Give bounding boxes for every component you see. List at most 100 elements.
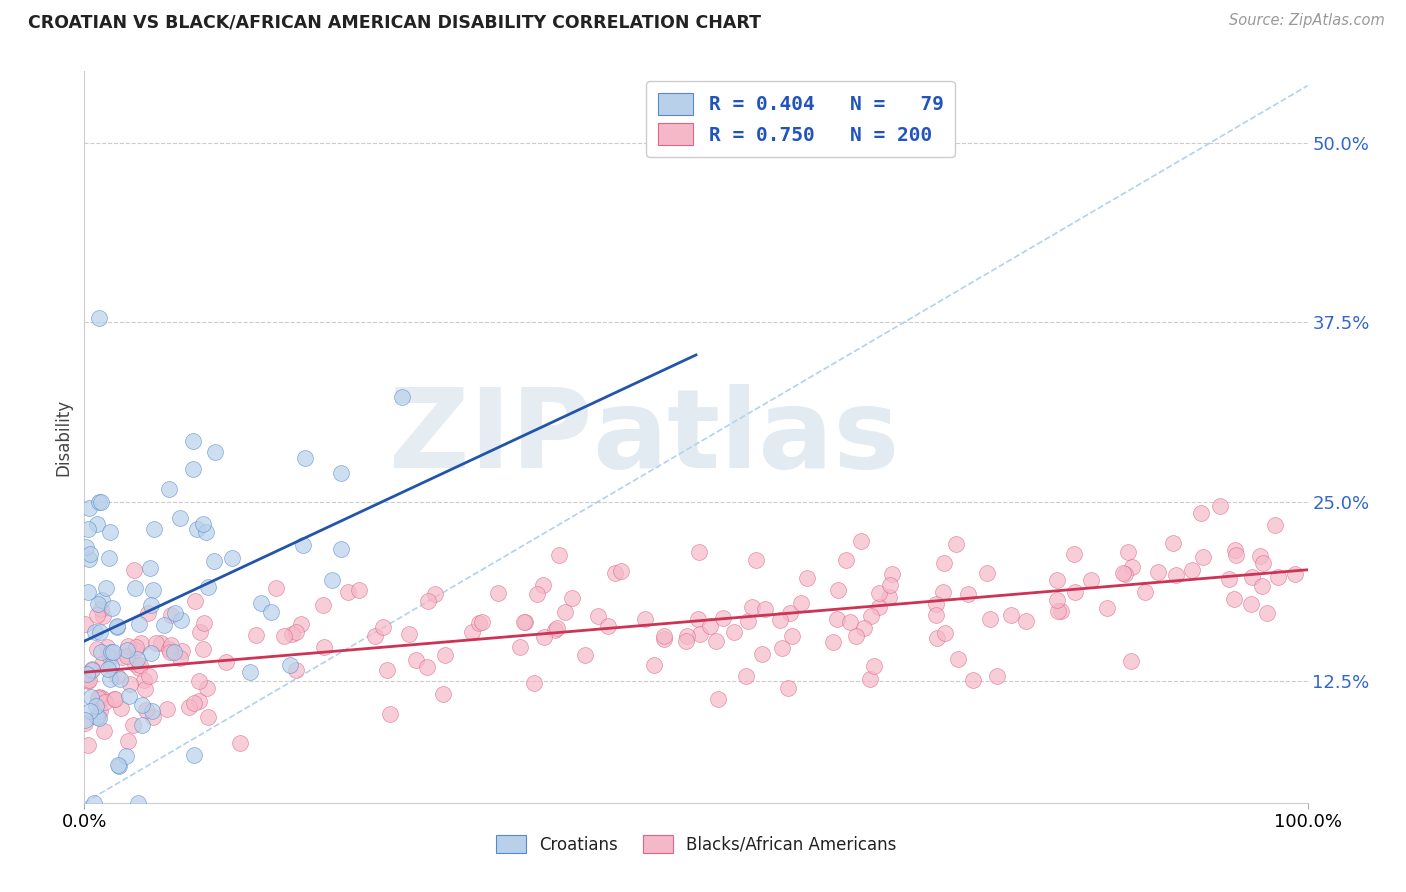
Point [860, 609, 883, 624]
Point [1064, 584, 1087, 599]
Point [1218, 572, 1240, 586]
Point [751, 647, 773, 661]
Point [290, 617, 312, 632]
Point [115, 643, 138, 657]
Point [945, 537, 967, 551]
Point [142, 709, 165, 723]
Point [294, 450, 316, 465]
Point [391, 390, 413, 404]
Point [285, 664, 308, 678]
Point [337, 584, 360, 599]
Point [89, 494, 111, 508]
Point [845, 629, 868, 643]
Point [193, 642, 215, 657]
Point [97, 550, 120, 565]
Point [707, 691, 730, 706]
Point [124, 642, 146, 657]
Point [1116, 545, 1139, 559]
Point [215, 656, 238, 670]
Point [79, 501, 101, 516]
Point [264, 581, 287, 595]
Point [197, 710, 219, 724]
Point [610, 564, 633, 578]
Point [925, 597, 948, 611]
Point [654, 632, 676, 646]
Point [197, 580, 219, 594]
Point [976, 566, 998, 581]
Point [278, 658, 301, 673]
Point [1225, 549, 1247, 563]
Point [163, 606, 186, 620]
Point [377, 664, 399, 678]
Point [86, 710, 108, 724]
Point [688, 545, 710, 559]
Point [1192, 549, 1215, 564]
Point [157, 642, 180, 657]
Point [153, 618, 176, 632]
Point [932, 584, 955, 599]
Point [329, 542, 352, 557]
Point [689, 627, 711, 641]
Point [796, 570, 818, 584]
Point [432, 687, 454, 701]
Point [838, 615, 860, 629]
Point [934, 626, 956, 640]
Point [979, 612, 1001, 626]
Point [98, 672, 121, 686]
Point [380, 707, 402, 722]
Point [221, 551, 243, 566]
Point [879, 578, 901, 592]
Point [957, 587, 980, 601]
Point [124, 657, 146, 672]
Point [1046, 604, 1069, 618]
Point [86, 516, 108, 531]
Point [145, 636, 167, 650]
Point [598, 618, 620, 632]
Point [790, 596, 813, 610]
Point [1000, 608, 1022, 623]
Point [1133, 584, 1156, 599]
Point [105, 669, 128, 683]
Point [723, 625, 745, 640]
Point [925, 631, 948, 645]
Point [160, 639, 183, 653]
Point [734, 669, 756, 683]
Point [423, 587, 446, 601]
Point [962, 673, 984, 687]
Point [1119, 654, 1142, 668]
Point [471, 615, 494, 630]
Point [91, 657, 114, 672]
Point [853, 621, 876, 635]
Point [821, 635, 844, 649]
Point [170, 614, 193, 628]
Point [115, 648, 138, 663]
Point [363, 629, 385, 643]
Point [737, 614, 759, 628]
Point [73, 713, 96, 727]
Point [312, 598, 335, 612]
Point [80, 663, 103, 677]
Point [468, 616, 491, 631]
Point [187, 694, 209, 708]
Point [880, 567, 903, 582]
Point [169, 511, 191, 525]
Point [835, 553, 858, 567]
Point [273, 629, 295, 643]
Point [90, 593, 112, 607]
Point [107, 759, 129, 773]
Point [321, 573, 343, 587]
Point [89, 704, 111, 718]
Point [73, 715, 96, 730]
Point [76, 666, 98, 681]
Point [115, 748, 138, 763]
Point [128, 661, 150, 675]
Point [1264, 517, 1286, 532]
Point [111, 649, 134, 664]
Point [533, 630, 555, 644]
Point [103, 692, 125, 706]
Point [103, 645, 125, 659]
Point [1161, 536, 1184, 550]
Point [131, 718, 153, 732]
Text: ZIP: ZIP [388, 384, 592, 491]
Point [193, 615, 215, 630]
